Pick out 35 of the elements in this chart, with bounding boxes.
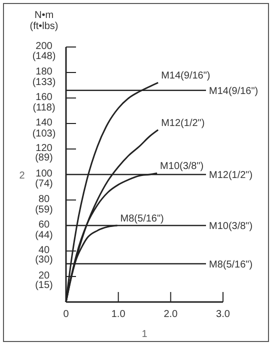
x-tick-label: 1.0 xyxy=(111,309,126,320)
y2-tick-label: (89) xyxy=(35,152,53,164)
y2-tick-label: (118) xyxy=(32,102,56,114)
text: 2 xyxy=(19,170,26,182)
series-label: M10(3/8") xyxy=(160,161,204,172)
y-tick-label: 140 xyxy=(36,118,53,128)
ref-line-label: M8(5/16") xyxy=(209,259,253,270)
y2-tick-label: (59) xyxy=(35,204,53,216)
y-tick-label: 60 xyxy=(38,220,50,230)
y2-tick-label: (74) xyxy=(35,178,53,190)
y-tick-label: 200 xyxy=(36,41,53,52)
y2-tick-label: (148) xyxy=(32,51,56,62)
series-label: M14(9/16") xyxy=(161,70,210,82)
y-tick-label: 120 xyxy=(36,143,53,154)
ref-line-label: M12(1/2") xyxy=(209,170,253,181)
y2-tick-label: (133) xyxy=(32,76,56,88)
y-tick-label: 20 xyxy=(38,270,50,282)
x-tick-label: 2.0 xyxy=(164,309,178,320)
text: N•m (ft•lbs) xyxy=(30,10,58,32)
y-tick-label: 100 xyxy=(36,168,53,180)
x-tick-label: 0 xyxy=(63,309,70,320)
y2-tick-label: (44) xyxy=(35,230,53,242)
x-tick-label: 3.0 xyxy=(216,309,230,320)
y2-tick-label: (15) xyxy=(35,280,53,292)
y-tick-label: 180 xyxy=(36,66,53,78)
y-tick-label: 160 xyxy=(36,92,53,103)
ref-line-label: M14(9/16") xyxy=(209,86,258,97)
y2-tick-label: (30) xyxy=(35,254,53,266)
series-label: M8(5/16") xyxy=(120,214,164,224)
ref-line-label: M10(3/8") xyxy=(209,221,253,232)
y-tick-label: 80 xyxy=(38,194,50,205)
x-axis-title: 1 xyxy=(142,329,148,340)
y2-tick-label: (103) xyxy=(32,128,56,140)
series-label: M12(1/2") xyxy=(161,118,205,129)
y-tick-label: 40 xyxy=(38,245,50,256)
